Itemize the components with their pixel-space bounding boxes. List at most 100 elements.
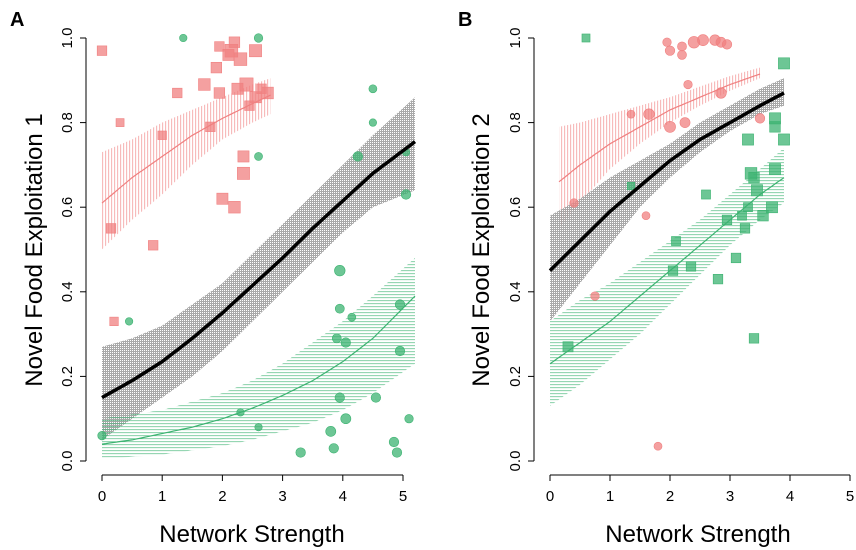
- green-data-point: [667, 265, 679, 276]
- green-data-point: [757, 210, 769, 222]
- green-data-point: [400, 189, 412, 200]
- y-tick-label: 0.2: [507, 366, 524, 387]
- green-data-point: [742, 133, 754, 146]
- red-data-point: [237, 166, 250, 180]
- red-data-point: [641, 211, 651, 220]
- green-fit-line: [101, 295, 416, 445]
- red-data-point: [721, 39, 733, 50]
- green-data-point: [334, 392, 345, 403]
- panel-b-plot-area: 0 1 2 3 4 5 0.0 0.2 0.4 0.6 0.8 1.0: [507, 28, 854, 505]
- green-data-point: [253, 33, 264, 43]
- panel-a-plot-area: 0 1 2 3 4 5 0.0 0.2 0.4 0.6 0.8 1.0: [59, 28, 417, 505]
- red-data-point: [261, 86, 274, 100]
- red-data-point: [109, 316, 119, 326]
- x-tick-label: 5: [846, 488, 854, 505]
- red-data-point: [237, 150, 250, 163]
- green-data-point: [685, 261, 697, 272]
- y-tick-label: 0.8: [59, 112, 76, 133]
- red-data-point: [754, 113, 766, 124]
- green-data-point: [97, 431, 107, 441]
- x-tick-label: 5: [399, 488, 407, 505]
- green-data-point: [254, 423, 263, 432]
- green-confidence-band: [550, 148, 784, 406]
- green-data-point: [331, 333, 342, 344]
- green-data-point: [325, 426, 337, 437]
- red-data-point: [214, 41, 225, 52]
- panel-a-label: A: [10, 9, 24, 31]
- red-data-point: [626, 109, 636, 119]
- panel-b-x-axis-title: Network Strength: [605, 521, 790, 548]
- green-data-point: [340, 337, 351, 348]
- red-data-point: [249, 44, 262, 58]
- red-data-point: [213, 87, 226, 99]
- y-tick-label: 1.0: [507, 28, 524, 49]
- green-data-point: [388, 436, 400, 448]
- panel-a-y-axis-title: Novel Food Exploitation 1: [21, 113, 48, 387]
- x-tick-label: 2: [666, 488, 674, 505]
- y-tick-label: 1.0: [59, 28, 76, 49]
- x-tick-label: 1: [158, 488, 166, 505]
- green-data-point: [328, 443, 339, 454]
- y-tick-label: 0.0: [507, 451, 524, 472]
- green-data-point: [179, 33, 188, 43]
- x-tick-label: 3: [278, 488, 286, 505]
- red-data-point: [679, 117, 691, 128]
- red-data-point: [105, 223, 117, 234]
- red-data-point: [115, 118, 125, 127]
- y-tick-label: 0.0: [59, 451, 76, 472]
- green-data-point: [721, 214, 733, 225]
- red-fit-line: [558, 73, 761, 183]
- green-data-point: [334, 303, 345, 314]
- green-data-point: [368, 118, 377, 127]
- red-data-point: [715, 87, 727, 99]
- green-data-point: [730, 252, 742, 264]
- green-data-point: [769, 112, 781, 125]
- black-confidence-band: [102, 97, 415, 440]
- red-data-point: [683, 79, 693, 90]
- green-data-point: [743, 202, 753, 213]
- red-data-point: [198, 78, 211, 91]
- red-data-point: [233, 52, 248, 66]
- y-tick-label: 0.6: [59, 197, 76, 218]
- red-data-point: [210, 61, 222, 74]
- red-data-point: [677, 41, 687, 52]
- red-data-point: [228, 201, 241, 214]
- green-data-point: [748, 333, 760, 344]
- red-data-point: [664, 45, 676, 56]
- red-data-point: [172, 87, 183, 99]
- green-data-point: [394, 299, 406, 310]
- green-data-point: [391, 447, 403, 458]
- x-tick-label: 4: [339, 488, 347, 505]
- red-data-point: [228, 36, 241, 48]
- y-tick-label: 0.4: [59, 281, 76, 302]
- green-data-point: [778, 57, 790, 70]
- x-tick-label: 4: [786, 488, 794, 505]
- green-data-point: [712, 274, 724, 285]
- green-fit-line: [549, 177, 785, 365]
- red-data-point: [205, 121, 216, 132]
- red-data-point: [157, 130, 167, 140]
- green-data-point: [370, 392, 382, 403]
- red-data-point: [662, 37, 672, 47]
- green-data-point: [394, 345, 406, 357]
- green-data-point: [626, 181, 636, 191]
- y-tick-label: 0.4: [507, 281, 524, 302]
- x-tick-label: 1: [606, 488, 614, 505]
- red-data-point: [590, 291, 600, 301]
- black-confidence-band: [550, 78, 784, 322]
- x-tick-label: 0: [98, 488, 106, 505]
- panel-b: B Novel Food Exploitation 2 Network Stre…: [458, 9, 854, 548]
- green-data-point: [769, 163, 781, 176]
- panel-b-label: B: [458, 9, 472, 31]
- red-data-point: [96, 45, 108, 56]
- green-data-point: [748, 171, 760, 184]
- red-data-point: [677, 50, 687, 60]
- green-data-point: [739, 223, 751, 234]
- panel-a-x-axis-title: Network Strength: [159, 521, 344, 548]
- green-data-point: [766, 201, 778, 214]
- x-tick-label: 2: [218, 488, 226, 505]
- red-data-point: [239, 77, 254, 92]
- green-data-point: [751, 184, 763, 197]
- panel-a: A Novel Food Exploitation 1 Network Stre…: [10, 9, 417, 548]
